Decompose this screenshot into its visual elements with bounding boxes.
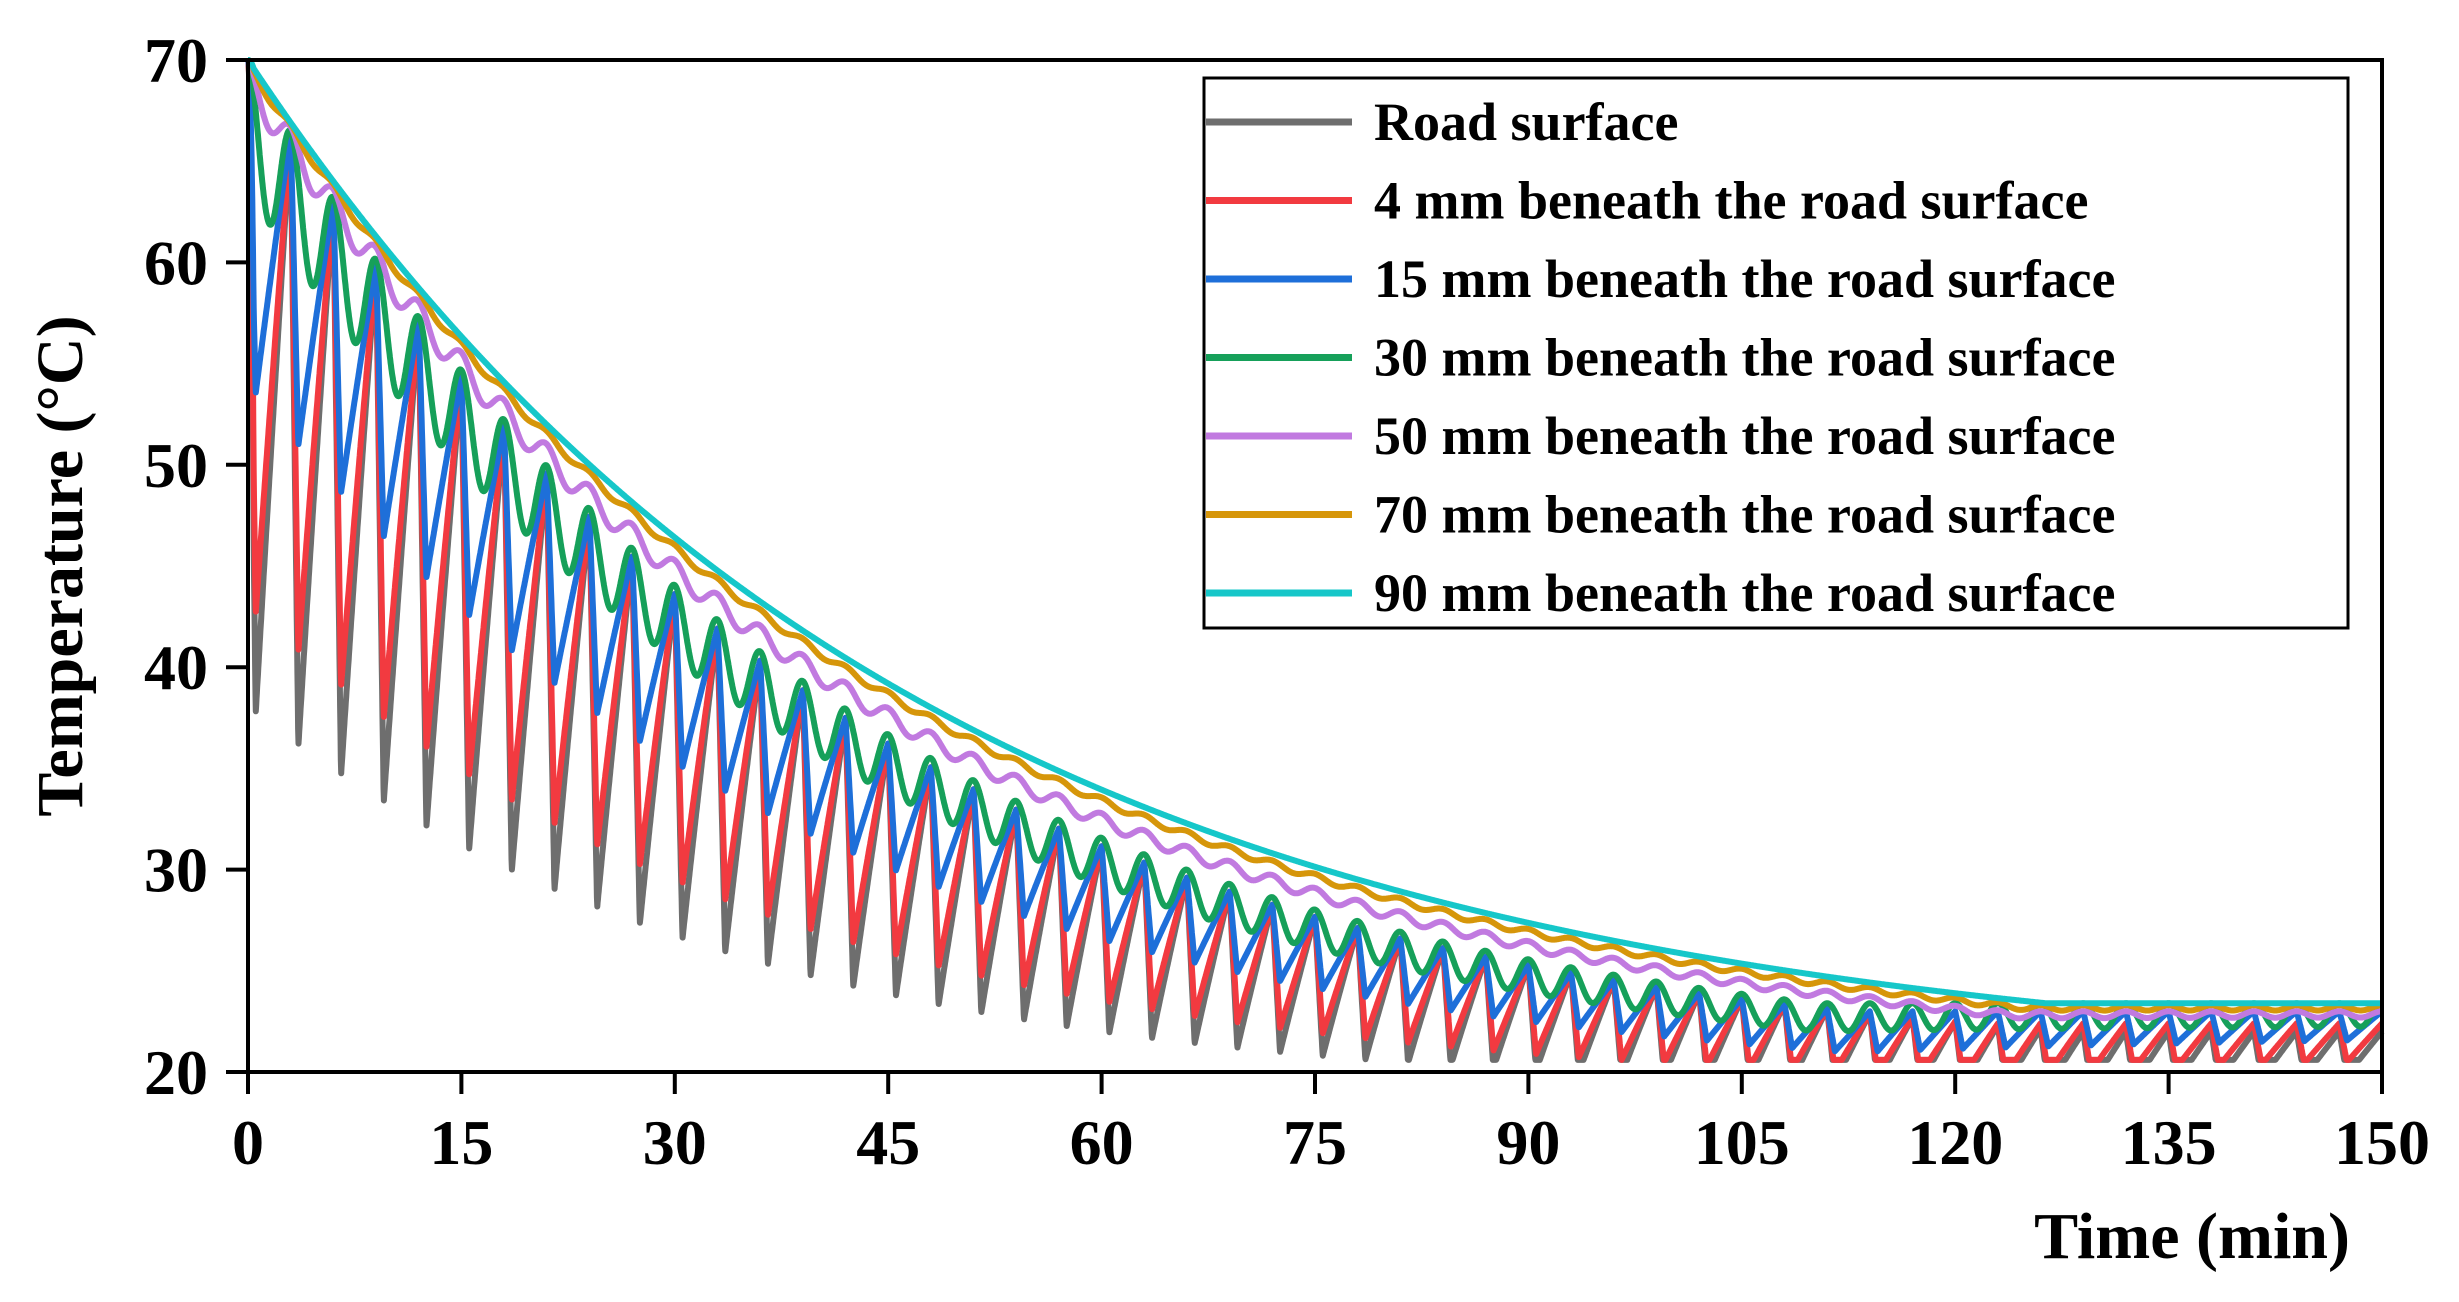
- legend-label-1: Road surface: [1374, 92, 1678, 152]
- x-tick-label: 75: [1283, 1107, 1347, 1178]
- y-tick-label: 70: [144, 25, 208, 96]
- series-line-6: [245, 57, 2385, 1014]
- legend-label-5: 50 mm beneath the road surface: [1374, 406, 2115, 466]
- x-axis-title: Time (min): [2034, 1200, 2350, 1273]
- series-line-5: [245, 57, 2385, 1022]
- y-tick-label: 60: [144, 227, 208, 298]
- legend-label-3: 15 mm beneath the road surface: [1374, 249, 2115, 309]
- x-tick-label: 60: [1070, 1107, 1134, 1178]
- legend-label-6: 70 mm beneath the road surface: [1374, 485, 2115, 545]
- y-tick-label: 40: [144, 632, 208, 703]
- series-line-7: [245, 57, 2385, 1007]
- x-tick-label: 0: [232, 1107, 264, 1178]
- x-tick-label: 90: [1496, 1107, 1560, 1178]
- x-tick-label: 45: [856, 1107, 920, 1178]
- axes-layer: 0 15 30 45 60 75 90 105 120 135 150 20 30 40 50 60 70 Tim…: [24, 25, 2430, 1273]
- y-tick-label: 50: [144, 430, 208, 501]
- legend-label-7: 90 mm beneath the road surface: [1374, 563, 2115, 623]
- series-line-4: [245, 57, 2385, 1035]
- series-layer: [245, 57, 2385, 1063]
- legend-label-4: 30 mm beneath the road surface: [1374, 328, 2115, 388]
- y-axis-title: Temperature (°C): [24, 315, 97, 816]
- y-tick-label: 20: [144, 1037, 208, 1108]
- legend-box: [1202, 76, 2350, 630]
- legend: Road surface 4 mm beneath the road surfac…: [1202, 76, 2350, 630]
- legend-label-2: 4 mm beneath the road surface: [1374, 171, 2088, 231]
- x-tick-label: 15: [429, 1107, 493, 1178]
- x-tick-label: 135: [2121, 1107, 2217, 1178]
- x-tick-label: 30: [643, 1107, 707, 1178]
- x-tick-label: 105: [1694, 1107, 1790, 1178]
- y-tick-label: 30: [144, 835, 208, 906]
- x-tick-label: 150: [2334, 1107, 2430, 1178]
- x-tick-label: 120: [1907, 1107, 2003, 1178]
